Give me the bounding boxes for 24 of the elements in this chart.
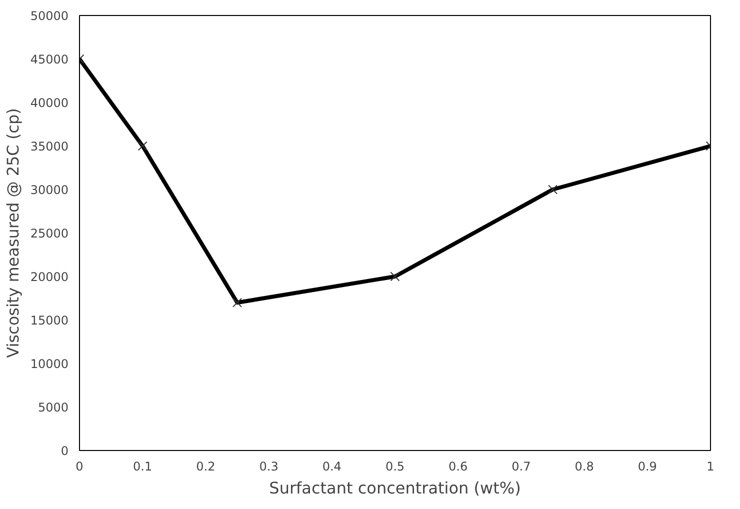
y-tick-label: 30000	[30, 183, 69, 197]
x-tick-label: 0.9	[638, 460, 657, 474]
y-tick-label: 25000	[30, 226, 69, 240]
y-tick-label: 20000	[30, 270, 69, 284]
x-tick-label: 0.8	[574, 460, 594, 474]
y-tick-label: 0	[60, 444, 69, 458]
x-axis-title: Surfactant concentration (wt%)	[269, 478, 521, 498]
x-tick-label: 1	[706, 460, 714, 474]
x-tick-label: 0.2	[196, 460, 216, 474]
x-tick-label: 0.4	[322, 460, 342, 474]
x-tick-label: 0.5	[385, 460, 405, 474]
y-tick-label: 50000	[30, 9, 69, 23]
y-tick-label: 5000	[38, 400, 69, 414]
y-tick-label: 10000	[30, 357, 69, 371]
x-tick-label: 0	[76, 460, 84, 474]
x-tick-label: 0.1	[133, 460, 152, 474]
x-tick-label: 0.6	[448, 460, 468, 474]
y-axis-title: Viscosity measured @ 25C (cp)	[3, 108, 22, 358]
y-tick-label: 40000	[30, 96, 69, 110]
y-tick-label: 15000	[30, 314, 69, 328]
y-tick-label: 45000	[30, 52, 69, 66]
x-tick-label: 0.3	[259, 460, 278, 474]
y-tick-label: 35000	[30, 140, 69, 154]
x-tick-label: 0.7	[512, 460, 531, 474]
